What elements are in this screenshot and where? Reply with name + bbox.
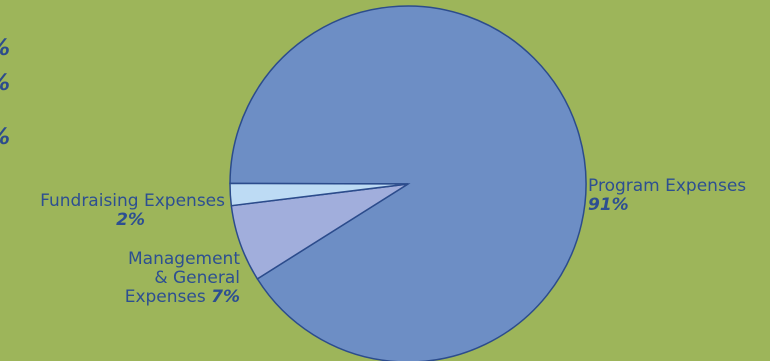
cropped-percent-fragment-2: % [0, 73, 10, 95]
fundraising-expenses-percent: 2% [116, 210, 145, 231]
management-line-2: & General [154, 268, 240, 289]
program-expenses-label: Program Expenses 91% [588, 176, 747, 216]
management-expenses-label: Management & General Expenses 7% [95, 249, 240, 308]
management-expenses-percent: 7% [211, 287, 240, 308]
program-expenses-percent: 91% [588, 195, 629, 216]
program-expenses-name: Program Expenses [588, 176, 747, 196]
cropped-percent-fragment-3: % [0, 127, 10, 149]
fundraising-expenses-name: Fundraising Expenses [40, 191, 225, 211]
management-line-1: Management [128, 249, 240, 269]
cropped-percent-fragment-1: % [0, 38, 10, 60]
pie-slice-fundraising [229, 182, 409, 207]
management-line-3: Expenses [124, 287, 206, 308]
fundraising-expenses-label: Fundraising Expenses 2% [40, 191, 225, 231]
